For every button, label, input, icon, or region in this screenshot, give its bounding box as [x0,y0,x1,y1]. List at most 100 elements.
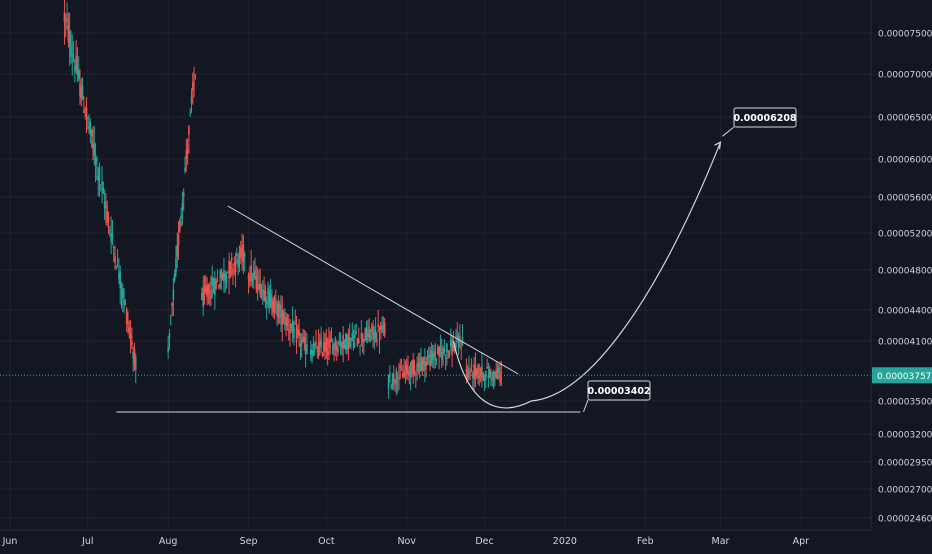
candle-body [289,329,291,334]
candle-body [92,141,94,148]
candle-body [262,289,264,292]
candle-body [435,359,438,361]
candle-body [107,217,110,223]
candle-body [483,379,486,381]
candle-body [264,290,267,303]
candle-body [394,382,396,385]
price-tick-label: 0.00002460 [878,515,932,525]
candle-body [341,346,343,348]
candle-body [413,365,416,370]
candle-body [491,378,494,380]
candle-body [447,350,450,352]
candle-body [391,378,394,386]
candle-body [101,181,103,185]
candle-body [128,327,131,332]
candle-body [274,299,277,301]
candle-body [106,210,109,223]
candle-body [440,351,443,360]
candle-body [344,333,347,351]
candle-body [409,364,412,378]
candle-body [216,280,219,282]
candle-body [215,280,217,289]
candle-body [83,110,85,114]
candle-body [438,346,440,358]
candle-body [446,343,448,353]
time-tick-label: Mar [712,536,730,547]
candle-body [466,370,469,379]
candle-body [316,351,319,353]
candle-body [254,269,256,275]
candle-body [250,265,252,280]
candle-body [185,150,188,159]
drawings [116,141,722,413]
candle-body [260,289,263,298]
candle-body [66,18,68,23]
candle-body [354,334,356,338]
current-price-label: 0.00003757 [877,372,931,382]
candle-body [348,336,351,347]
candle-body [495,370,497,379]
candle-body [168,333,171,339]
candle-body [134,357,137,370]
candle-body [320,339,322,348]
candle-body [439,347,442,351]
candle-body [88,127,90,129]
candle-body [407,368,409,370]
candle-body [472,372,474,378]
candle-body [212,289,215,293]
candle-body [132,351,134,359]
candle-body [217,285,220,287]
price-axis[interactable]: 0.00007500 0.00007000 0.00006500 0.00006000… [870,0,932,550]
candle-body [118,273,120,279]
candle-body [350,338,352,341]
candle-body [291,320,294,330]
candle-body [229,261,232,275]
candle-body [368,326,370,338]
candle-body [86,116,89,119]
candle-body [234,261,237,273]
candle-body [434,351,437,358]
candle-body [96,158,98,162]
candle-body [294,323,297,325]
candle-body [105,204,107,209]
candle-body [444,357,447,359]
candle-body [271,299,273,308]
candle-body [175,258,177,273]
time-tick-label: Apr [793,536,810,547]
candle-body [448,350,451,357]
candle-body [381,326,383,333]
candle-body [173,272,176,281]
price-axis-background [871,0,932,550]
candle-body [241,248,243,255]
candle-body [424,360,426,371]
candle-body [124,303,127,305]
candle-body [457,339,460,348]
candle-body [379,325,382,330]
candle-body [335,346,338,351]
candle-body [169,323,172,325]
time-tick-label: Dec [475,536,493,547]
candle-body [228,261,230,279]
candle-body [230,257,233,261]
candle-body [180,215,182,219]
candle-body [425,361,427,366]
candle-body [427,355,430,358]
candle-body [194,75,197,77]
candle-body [496,375,499,380]
candle-body [470,363,473,367]
candle-body [363,340,365,343]
candle-body [282,311,285,322]
candle-body [99,184,102,186]
time-axis[interactable]: Jun Jul Aug Sep Oct Nov Dec 2020 Feb Mar Apr [0,529,932,550]
candle-body [286,320,289,325]
candle-body [490,372,492,374]
candle-body [193,81,195,83]
candle-body [328,340,330,348]
candle-body [332,345,334,355]
candle-body [451,344,453,355]
candle-body [276,302,278,316]
candle-body [303,336,306,344]
candle-body [243,253,246,258]
